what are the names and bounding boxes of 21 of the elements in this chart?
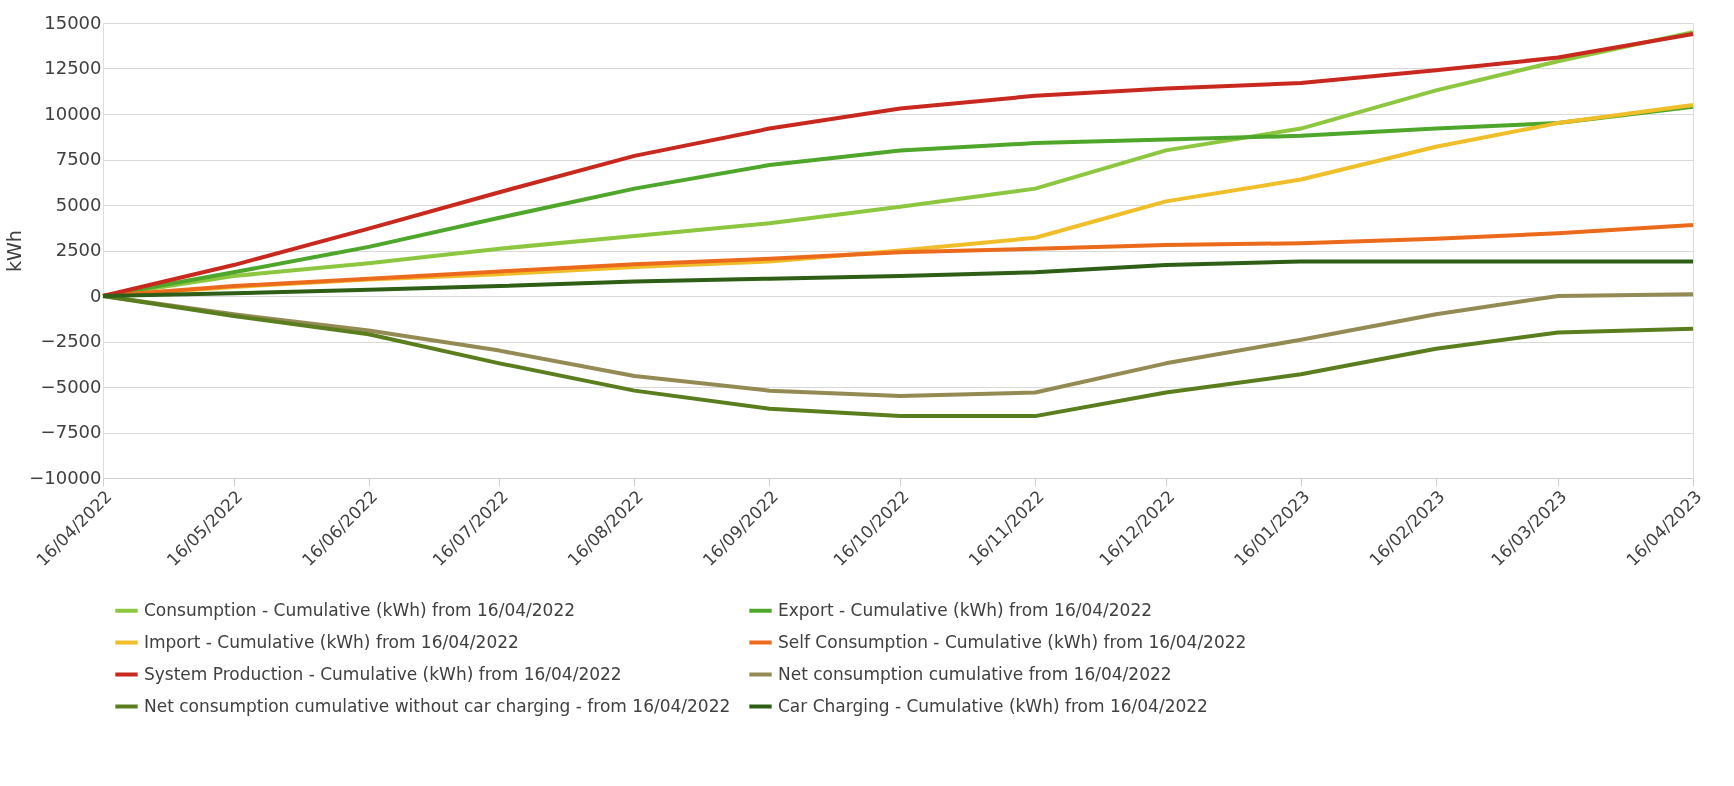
legend-label: System Production - Cumulative (kWh) from 16/04/2022 (144, 663, 622, 684)
legend-label: Import - Cumulative (kWh) from 16/04/2022 (144, 631, 519, 652)
legend-label: Consumption - Cumulative (kWh) from 16/04/2022 (144, 599, 576, 620)
y-tick-label: −10000 (29, 466, 102, 488)
y-tick-label: 10000 (44, 102, 102, 124)
y-tick-label: 15000 (44, 11, 102, 33)
legend-label: Car Charging - Cumulative (kWh) from 16/04/2022 (778, 695, 1208, 716)
y-tick-label: 0 (90, 284, 102, 306)
y-tick-label: 2500 (55, 239, 102, 260)
legend-label: Net consumption cumulative from 16/04/2022 (778, 663, 1172, 684)
y-tick-label: 7500 (55, 148, 102, 169)
legend-label: Export - Cumulative (kWh) from 16/04/2022 (778, 599, 1153, 620)
y-tick-label: −5000 (40, 375, 102, 397)
legend-label: Net consumption cumulative without car charging - from 16/04/2022 (144, 695, 731, 716)
y-tick-label: 5000 (55, 193, 102, 215)
y-tick-label: 12500 (44, 57, 102, 78)
y-axis-title: kWh (3, 230, 26, 272)
line-series (101, 259, 1695, 298)
legend-label: Self Consumption - Cumulative (kWh) from 16/04/2022 (778, 631, 1247, 652)
y-tick-label: −2500 (40, 330, 102, 351)
y-tick-label: −7500 (40, 421, 102, 442)
